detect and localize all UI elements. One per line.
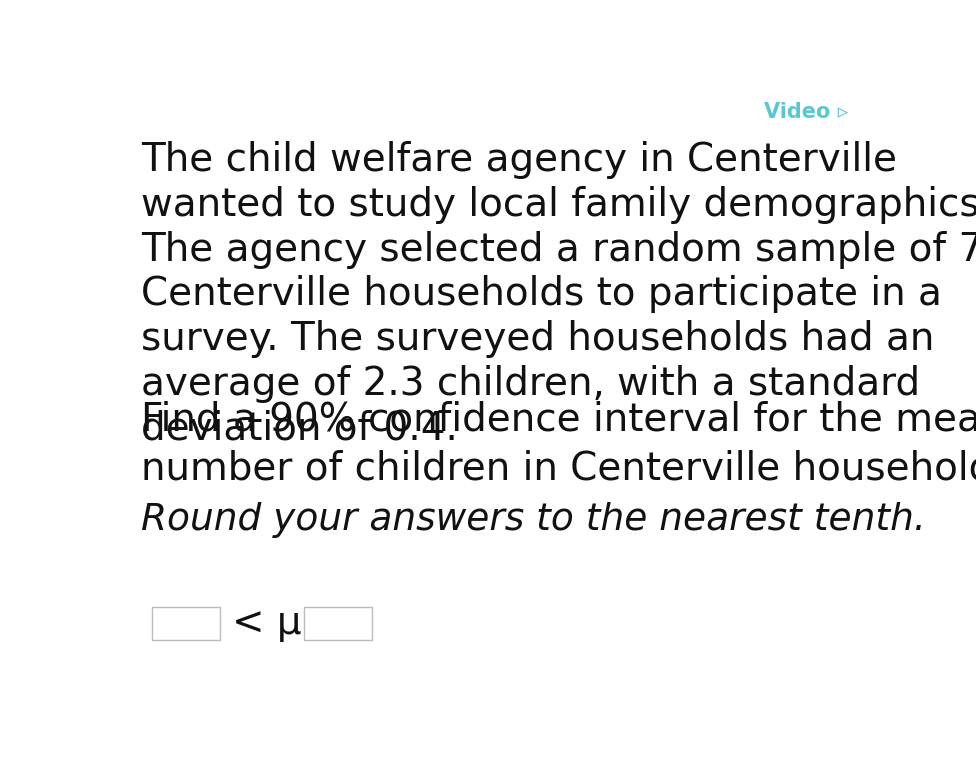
FancyBboxPatch shape [152, 607, 221, 640]
Text: The child welfare agency in Centerville: The child welfare agency in Centerville [141, 141, 897, 179]
Text: number of children in Centerville households.: number of children in Centerville househ… [141, 450, 976, 488]
Text: wanted to study local family demographics.: wanted to study local family demographic… [141, 185, 976, 223]
Text: < μ <: < μ < [231, 605, 346, 643]
Text: The agency selected a random sample of 75: The agency selected a random sample of 7… [141, 230, 976, 268]
Text: Video ▹: Video ▹ [764, 102, 848, 122]
Text: Find a 90% confidence interval for the mean: Find a 90% confidence interval for the m… [141, 401, 976, 439]
Text: deviation of 0.4.: deviation of 0.4. [141, 410, 458, 448]
Text: Centerville households to participate in a: Centerville households to participate in… [141, 275, 942, 314]
FancyBboxPatch shape [304, 607, 372, 640]
Text: average of 2.3 children, with a standard: average of 2.3 children, with a standard [141, 365, 920, 403]
Text: survey. The surveyed households had an: survey. The surveyed households had an [141, 320, 934, 359]
Text: Round your answers to the nearest tenth.: Round your answers to the nearest tenth. [141, 502, 925, 539]
